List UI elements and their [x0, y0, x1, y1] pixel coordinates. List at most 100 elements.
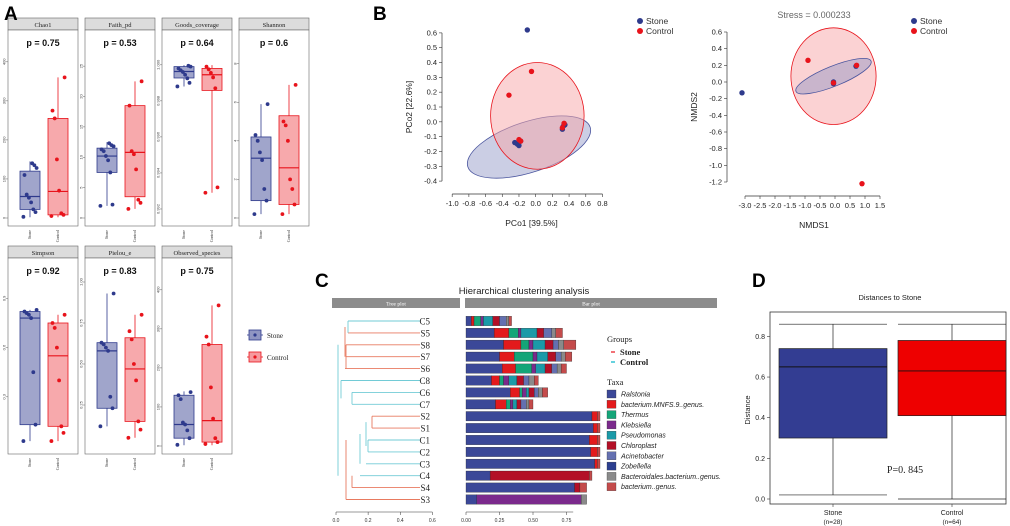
alpha-xtick-label: Stone	[27, 230, 32, 239]
bar-segment-acinetobacter	[520, 399, 527, 410]
ellipse-control	[790, 27, 877, 125]
point-control	[859, 180, 865, 187]
bar-segment-ralstonia	[465, 328, 495, 338]
panel-letter-a: A	[4, 4, 18, 25]
distance-ytick-label: 0.2	[755, 456, 765, 463]
alpha-ytick-label: 100	[2, 175, 7, 182]
bar-segment-klebsiella	[522, 387, 527, 398]
point-stone	[175, 442, 180, 447]
alpha-title: Chao1	[35, 22, 52, 29]
bar-segment-bacterium-genus	[579, 482, 587, 493]
alpha-xtick-label: Control	[209, 229, 214, 242]
point-stone	[29, 316, 33, 320]
point-stone	[110, 406, 115, 411]
point-stone	[178, 397, 183, 402]
alpha-ytick-label: 0.9	[2, 295, 7, 301]
y-axis-label: NMDS2	[689, 92, 699, 122]
group-label-stone: Stone	[620, 347, 641, 357]
tree-tick-label: 0.2	[365, 518, 372, 524]
alpha-title: Faith_pd	[108, 22, 132, 29]
point-control	[138, 427, 143, 432]
legend-dot-stone	[637, 18, 643, 24]
sample-label: C1	[419, 436, 430, 446]
panel-b: -0.4-0.3-0.2-0.10.00.10.20.30.40.50.6-1.…	[404, 10, 948, 230]
ellipse-stone	[795, 57, 872, 95]
alpha-xtick-label: Stone	[258, 230, 263, 239]
alpha-pvalue: p = 0.92	[26, 266, 59, 276]
bar-segment-chloroplast	[516, 375, 524, 386]
bar-segment-chloroplast	[544, 363, 552, 374]
alpha-ytick-label: 400	[156, 286, 161, 293]
alpha-ytick-label: 0	[2, 216, 7, 219]
bar-segment-thermus	[520, 339, 530, 350]
point-control	[209, 385, 213, 390]
bar-row-s4	[465, 482, 587, 493]
point-control	[59, 211, 64, 216]
alpha-pvalue: p = 0.6	[260, 38, 288, 48]
point-stone	[21, 214, 26, 219]
legend-dot-control	[911, 28, 917, 34]
point-control	[132, 152, 136, 157]
sample-label: S3	[420, 495, 430, 505]
x-tick-label: -0.8	[462, 199, 475, 208]
alpha-ytick-label: 0	[233, 216, 238, 219]
taxa-label-chloroplast: Chloroplast	[621, 443, 657, 450]
distance-box-control	[897, 340, 1007, 417]
point-control	[204, 64, 209, 69]
point-stone	[265, 102, 270, 107]
bar-segment-chloroplast	[574, 482, 581, 493]
point-control	[209, 71, 213, 75]
point-control	[288, 177, 292, 182]
y-tick-label: -0.2	[424, 147, 437, 156]
group-label-control: Control	[620, 357, 649, 367]
bar-segment-bacterium-mnfs-9-genus	[493, 328, 510, 338]
bar-segment-bacteroidales-bacterium-genus	[528, 375, 535, 386]
point-stone	[187, 436, 192, 441]
panel-c: Hierarchical clustering analysis Tree plo…	[332, 286, 721, 524]
point-stone	[99, 340, 104, 345]
taxa-key-chloroplast	[606, 441, 617, 450]
bar-segment-klebsiella	[503, 375, 510, 386]
bar-segment-bacterium-genus	[542, 387, 548, 398]
alpha-panel-shannon: Shannon p = 0.6 0 2 4 6 8 Stone Control	[233, 17, 310, 242]
point-control	[290, 187, 295, 191]
alpha-xtick-label: Stone	[104, 230, 109, 239]
distance-box-stone	[778, 348, 888, 439]
bar-segment-bacteroidales-bacterium-genus	[560, 351, 566, 362]
alpha-ytick-label: 0.6	[2, 344, 7, 350]
distance-count-label: (n=64)	[943, 519, 962, 526]
strip-bar	[465, 298, 717, 308]
strip-tree-label: Tree plot	[386, 302, 406, 308]
legend-label-control: Control	[920, 26, 948, 36]
stress-annotation: Stress = 0.000233	[777, 10, 850, 20]
bar-tick-label: 0.25	[495, 518, 505, 524]
bar-tick-label: 0.75	[562, 518, 572, 524]
point-control	[129, 337, 134, 342]
taxa-label-bacterium-mnfs-9-genus: bacterium.MNFS.9..genus.	[621, 402, 704, 409]
legend-dot-control	[637, 28, 643, 34]
y-tick-label: -0.4	[424, 177, 437, 186]
bar-segment-chloroplast	[528, 387, 535, 398]
alpha-ytick-label: 0.75	[79, 318, 84, 327]
point-control	[49, 214, 54, 218]
alpha-ytick-label: 400	[2, 58, 7, 65]
alpha-panel-faith-pd: Faith_pdp = 0.53 0 5 10 15 20 25 Stone Control	[79, 17, 156, 242]
point-stone	[34, 307, 39, 312]
point-stone	[107, 141, 112, 146]
point-stone	[104, 154, 108, 158]
x-tick-label: -2.5	[754, 201, 767, 210]
point-control	[61, 430, 66, 435]
bar-segment-bacterium-genus	[597, 447, 601, 457]
sample-label: S7	[420, 352, 430, 362]
y-tick-label: 0.2	[712, 61, 722, 70]
alpha-title: Shannon	[263, 22, 287, 29]
bar-segment-bacterium-genus	[597, 458, 601, 469]
alpha-pvalue: p = 0.83	[103, 266, 136, 276]
point-control	[52, 116, 57, 121]
bar-segment-bacterium-genus	[597, 423, 601, 433]
alpha-ytick-label: 6	[233, 100, 238, 103]
point-control	[559, 125, 566, 131]
box-control	[124, 105, 146, 198]
alpha-ytick-label: 8	[233, 62, 238, 65]
